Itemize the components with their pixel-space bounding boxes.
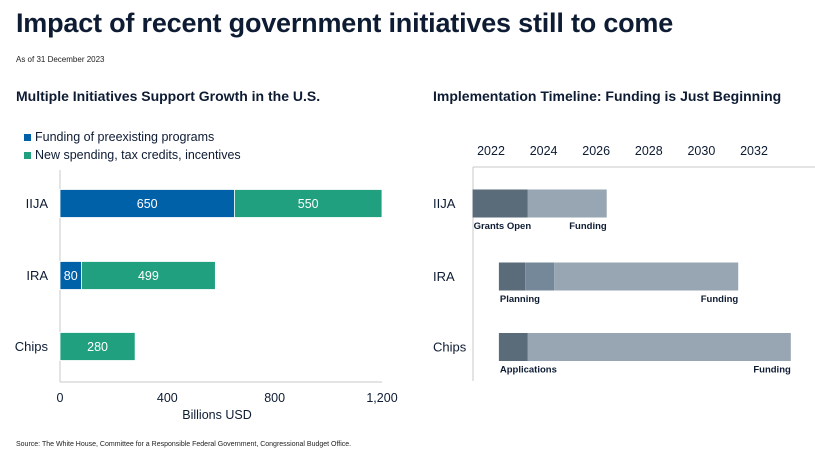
legend-label: New spending, tax credits, incentives [35, 148, 241, 162]
as-of-date: As of 31 December 2023 [16, 55, 105, 64]
timeline-segment-ira-0 [498, 262, 526, 291]
data-label: 80 [64, 269, 78, 283]
x-tick-label: 800 [264, 391, 285, 405]
data-label: 499 [138, 269, 159, 283]
data-label: 550 [298, 197, 319, 211]
timeline-segment-ira-2 [554, 262, 739, 291]
data-label: 650 [137, 197, 158, 211]
bar-iija-series-0 [59, 189, 235, 218]
timeline-phase-label: Grants Open [474, 221, 532, 232]
bar-chips-series-1 [59, 332, 136, 361]
timeline-segment-chips-0 [498, 333, 528, 361]
timeline-phase-label: Applications [500, 365, 557, 376]
timeline-phase-label: Funding [701, 294, 739, 305]
timeline-segment-iija-0 [472, 189, 528, 218]
category-label-iija: IIJA [26, 196, 49, 211]
legend-swatch-green [24, 151, 31, 159]
x-axis-title: Billions USD [182, 408, 251, 422]
x-tick-label: 400 [157, 391, 178, 405]
legend-label: Funding of preexisting programs [35, 130, 215, 144]
timeline-tick-label: 2028 [635, 144, 663, 158]
x-tick-label: 1,200 [366, 391, 397, 405]
timeline-category-ira: IRA [433, 269, 455, 284]
timeline-phase-label: Planning [500, 294, 540, 305]
funding-bar-chart: IIJA 650 550 IRA 80 499 Chips 280 0 400 800 1,200 Bi… [15, 170, 398, 422]
timeline-tick-label: 2024 [530, 144, 558, 158]
timeline-tick-label: 2026 [582, 144, 610, 158]
timeline-segment-chips-1 [527, 333, 791, 361]
category-label-chips: Chips [15, 339, 49, 354]
timeline-tick-label: 2022 [477, 144, 505, 158]
bar-iija-series-1 [234, 189, 383, 218]
timeline-phase-label: Funding [753, 365, 791, 376]
legend-item-preexisting: Funding of preexisting programs [24, 130, 214, 144]
timeline-category-chips: Chips [433, 340, 467, 355]
timeline-category-iija: IIJA [433, 196, 456, 211]
timeline-tick-label: 2030 [687, 144, 715, 158]
timeline-chart: 2022 2024 2026 2028 2030 2032 IIJA Grants Open F… [433, 144, 815, 381]
timeline-phase-label: Funding [569, 221, 607, 232]
x-tick-label: 0 [57, 391, 64, 405]
timeline-segment-iija-1 [527, 189, 607, 218]
source-note: Source: The White House, Committee for a… [16, 441, 352, 448]
right-chart-title: Implementation Timeline: Funding is Just… [433, 88, 782, 104]
timeline-segment-ira-1 [525, 262, 555, 291]
left-chart-title: Multiple Initiatives Support Growth in t… [16, 88, 321, 104]
legend-item-new-spending: New spending, tax credits, incentives [24, 148, 241, 162]
category-label-ira: IRA [26, 268, 48, 283]
page-title: Impact of recent government initiatives … [16, 8, 674, 38]
timeline-tick-label: 2032 [740, 144, 768, 158]
data-label: 280 [87, 340, 108, 354]
bar-ira-series-1 [81, 261, 216, 290]
legend-swatch-blue [24, 133, 31, 141]
